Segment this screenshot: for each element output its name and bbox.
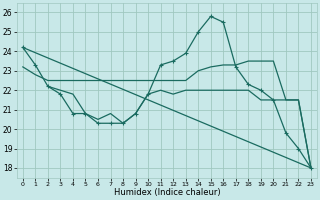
X-axis label: Humidex (Indice chaleur): Humidex (Indice chaleur) bbox=[114, 188, 220, 197]
